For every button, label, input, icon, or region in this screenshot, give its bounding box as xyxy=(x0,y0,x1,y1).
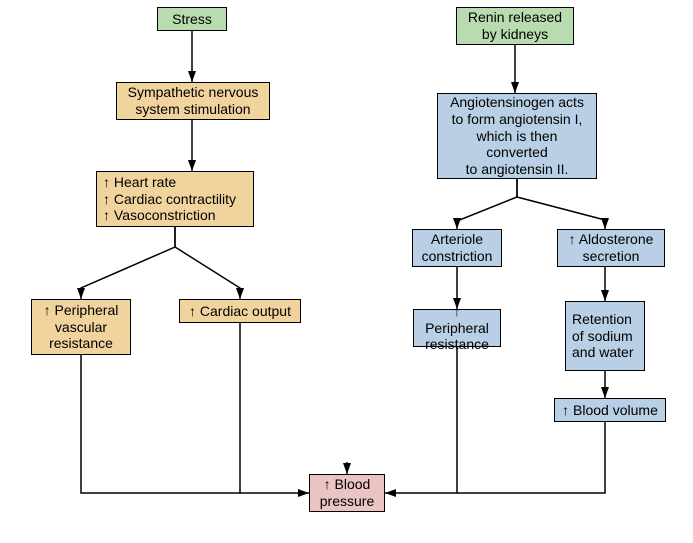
node-line: resistance xyxy=(49,335,113,352)
node-line: system stimulation xyxy=(135,101,250,118)
node-line: ↑ Vasoconstriction xyxy=(103,207,216,224)
node-line: Retention xyxy=(572,311,632,328)
node-line: Arteriole xyxy=(431,231,483,248)
node-line: secretion xyxy=(583,248,640,265)
node-stress: Stress xyxy=(157,7,227,31)
node-line: to form angiotensin I, xyxy=(452,111,583,128)
node-angiotensin: Angiotensinogen actsto form angiotensin … xyxy=(437,93,597,179)
node-line: Renin released xyxy=(468,9,562,26)
node-line: ↑ Cardiac contractility xyxy=(103,191,236,208)
node-line: Angiotensinogen acts xyxy=(450,94,584,111)
node-line: pressure xyxy=(320,493,374,510)
node-line: to angiotensin II. xyxy=(466,161,569,178)
node-renin-released: Renin releasedby kidneys xyxy=(456,7,574,45)
node-sympathetic-stim: Sympathetic nervoussystem stimulation xyxy=(116,82,270,120)
node-cardiac-effects: ↑ Heart rate↑ Cardiac contractility↑ Vas… xyxy=(96,171,254,227)
node-blood-pressure: ↑ Bloodpressure xyxy=(309,474,385,512)
node-aldosterone: ↑ Aldosteronesecretion xyxy=(557,229,665,267)
node-line: ↑ Aldosterone xyxy=(569,231,654,248)
node-line: ↑ Peripheral xyxy=(420,303,494,337)
node-arteriole-constrict: Arterioleconstriction xyxy=(412,229,502,267)
node-cardiac-output: ↑ Cardiac output xyxy=(179,299,301,323)
node-line: ↑ Blood volume xyxy=(562,402,658,419)
node-peripheral-resist: ↑ Peripheralresistance xyxy=(413,309,501,347)
node-line: by kidneys xyxy=(482,26,548,43)
node-line: constriction xyxy=(422,248,493,265)
node-line: of sodium xyxy=(572,328,633,345)
edges-layer xyxy=(0,0,693,543)
node-line: ↑ Heart rate xyxy=(103,174,176,191)
node-line: ↑ Peripheral xyxy=(44,302,119,319)
node-line: vascular xyxy=(55,319,107,336)
node-sodium-water-ret: Retentionof sodiumand water xyxy=(565,301,645,371)
node-blood-volume: ↑ Blood volume xyxy=(554,398,666,422)
flowchart-canvas: Stress Renin releasedby kidneys Sympathe… xyxy=(0,0,693,543)
node-peripheral-vasc-res: ↑ Peripheralvascularresistance xyxy=(31,299,131,355)
node-line: ↑ Blood xyxy=(324,476,371,493)
node-line: Sympathetic nervous xyxy=(128,84,259,101)
node-line: and water xyxy=(572,344,633,361)
node-line: which is then converted xyxy=(444,128,590,162)
node-line: resistance xyxy=(425,336,489,353)
node-line: ↑ Cardiac output xyxy=(189,303,291,320)
node-line: Stress xyxy=(172,11,212,28)
